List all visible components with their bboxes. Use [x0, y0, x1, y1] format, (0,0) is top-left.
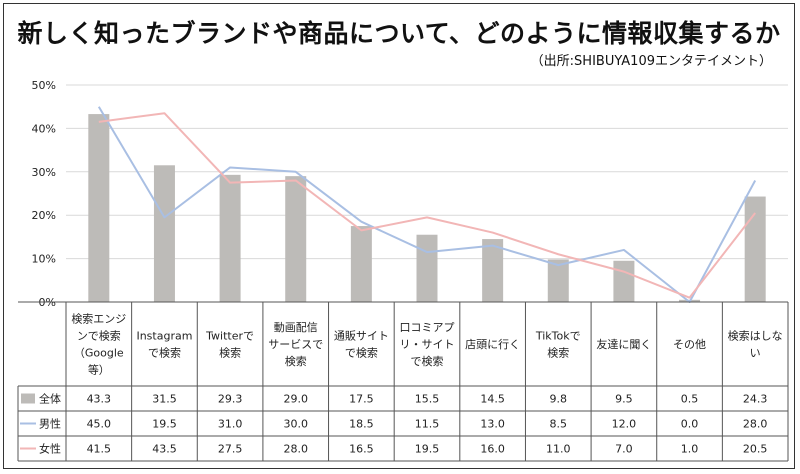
bar	[744, 196, 766, 302]
table-value: 19.5	[152, 418, 177, 431]
chart-title: 新しく知ったブランドや商品について、どのように情報収集するか	[17, 19, 781, 48]
table-value: 15.5	[415, 393, 440, 406]
bar	[613, 260, 635, 302]
table-value: 16.5	[349, 443, 374, 456]
table-value: 9.5	[615, 393, 633, 406]
table-value: 14.5	[480, 393, 505, 406]
bar	[350, 226, 372, 302]
y-tick-label: 10%	[32, 253, 56, 266]
bar	[416, 234, 438, 302]
category-label: 友達に聞く	[596, 337, 651, 351]
table-value: 20.5	[743, 443, 768, 456]
table-value: 30.0	[283, 418, 308, 431]
category-label: 店頭に行く	[465, 337, 520, 351]
category-label: 検索	[219, 346, 241, 360]
y-tick-label: 40%	[32, 122, 56, 135]
category-label: い	[750, 347, 761, 360]
table-value: 16.0	[480, 443, 505, 456]
legend-label: 男性	[39, 417, 61, 431]
category-label: リ・サイト	[400, 338, 455, 351]
category-label: で検索	[345, 346, 378, 360]
table-value: 29.3	[218, 393, 243, 406]
table-value: 12.0	[612, 418, 637, 431]
table-value: 43.5	[152, 443, 177, 456]
table-value: 1.0	[681, 443, 699, 456]
category-label: TikTokで	[535, 330, 581, 343]
chart-frame: 新しく知ったブランドや商品について、どのように情報収集するか （出所:SHIBU…	[3, 3, 795, 469]
bar	[547, 259, 569, 302]
table-value: 0.5	[681, 393, 699, 406]
table-value: 8.5	[550, 418, 568, 431]
category-label: 検索はしな	[728, 329, 783, 343]
table-value: 29.0	[283, 393, 308, 406]
table-value: 27.5	[218, 443, 243, 456]
table-value: 24.3	[743, 393, 768, 406]
y-tick-label: 20%	[32, 209, 56, 222]
bar	[285, 176, 307, 302]
table-value: 11.0	[546, 443, 571, 456]
table-value: 17.5	[349, 393, 374, 406]
category-label: 検索エンジ	[71, 312, 126, 326]
category-label: その他	[673, 338, 706, 351]
category-label: 口コミアプ	[400, 321, 455, 334]
y-tick-label: 50%	[32, 79, 56, 92]
table-value: 0.0	[681, 418, 699, 431]
table-value: 28.0	[743, 418, 768, 431]
category-label: 検索	[547, 346, 569, 360]
bar	[219, 174, 241, 302]
category-label: で検索	[411, 354, 444, 368]
table-value: 31.0	[218, 418, 243, 431]
table-value: 45.0	[87, 418, 112, 431]
table-value: 31.5	[152, 393, 177, 406]
category-label: Twitterで	[205, 330, 254, 343]
table-value: 28.0	[283, 443, 308, 456]
bar	[88, 114, 110, 302]
legend-label: 女性	[39, 442, 61, 456]
table-value: 13.0	[480, 418, 505, 431]
table-value: 7.0	[615, 443, 633, 456]
table-value: 9.8	[550, 393, 568, 406]
series-line	[98, 112, 756, 299]
category-label: サービスで	[268, 338, 323, 351]
y-tick-label: 30%	[32, 166, 56, 179]
series-line	[97, 106, 757, 303]
category-label: で検索	[148, 346, 181, 360]
table-value: 19.5	[415, 443, 440, 456]
table-value: 11.5	[415, 418, 440, 431]
category-label: 通販サイト	[334, 330, 389, 343]
bar	[153, 165, 175, 302]
bar	[482, 239, 504, 302]
category-label: Instagram	[136, 330, 192, 343]
category-label: 検索	[285, 354, 307, 368]
table-value: 43.3	[87, 393, 112, 406]
legend-label: 全体	[39, 392, 61, 406]
table-value: 41.5	[87, 443, 112, 456]
category-label: （Google	[74, 347, 124, 360]
source-note: （出所:SHIBUYA109エンタテイメント）	[530, 54, 772, 69]
category-label: 等）	[88, 363, 110, 377]
category-label: ンで検索	[77, 329, 121, 343]
category-label: 動画配信	[274, 320, 318, 334]
table-value: 18.5	[349, 418, 374, 431]
legend-key	[21, 393, 35, 404]
